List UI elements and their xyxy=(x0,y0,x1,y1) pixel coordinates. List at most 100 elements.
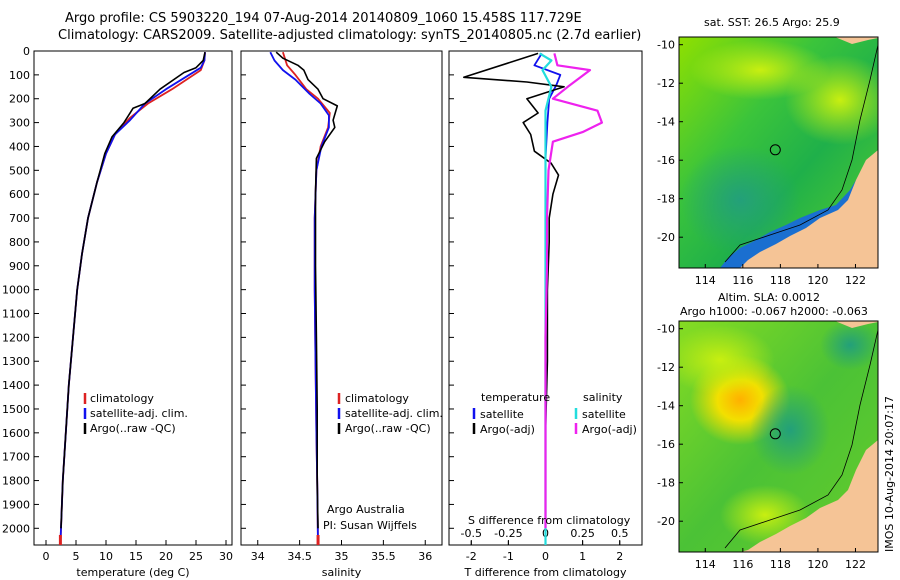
temperature-ytick-label: 500 xyxy=(9,164,30,177)
sst-land-north xyxy=(835,37,878,44)
sla-land xyxy=(740,440,878,552)
salinity-xlabel: salinity xyxy=(322,566,362,579)
sst-map-lon-label: 120 xyxy=(807,274,828,287)
sla-map-lat-label: -14 xyxy=(657,400,675,413)
temperature-ytick-label: 200 xyxy=(9,93,30,106)
differences-top-tick-label: -0.25 xyxy=(494,527,522,540)
sla-map-lat-label: -12 xyxy=(657,361,675,374)
annotation-argo-australia: Argo Australia xyxy=(327,503,405,516)
sst-map-lon-label: 122 xyxy=(845,274,866,287)
salinity-profile-panel: 34 34.5 35 35.5 36 salinity climatology satelli… xyxy=(240,50,443,579)
sla-high-anomaly-north xyxy=(679,325,775,395)
difference-legend-header-salinity: salinity xyxy=(583,391,623,404)
temperature-ytick-label: 1900 xyxy=(2,498,30,511)
temperature-profile-panel: 0 5 10 15 20 25 300100200300400500600700800900… xyxy=(2,45,233,579)
sst-depth-contour xyxy=(724,44,878,263)
sla-map-subtitle: Argo h1000: -0.067 h2000: -0.063 xyxy=(680,305,868,318)
salinity-climatology-line xyxy=(282,51,331,546)
temperature-ytick-label: 1000 xyxy=(2,284,30,297)
differences-top-tick-label: 0.5 xyxy=(611,527,629,540)
difference-legend-header-temperature: temperature xyxy=(481,391,550,404)
differences-xtick-label: -2 xyxy=(466,550,477,563)
temperature-legend-label: climatology xyxy=(90,392,154,405)
sst-map-lat-label: -16 xyxy=(657,154,675,167)
salinity-legend-label: satellite-adj. clim. xyxy=(345,407,443,420)
temperature-ytick-label: 1700 xyxy=(2,451,30,464)
differences-xtick-label: -1 xyxy=(503,550,514,563)
differences-top-tick-label: -0.5 xyxy=(461,527,482,540)
temperature-ytick-label: 0 xyxy=(23,45,30,58)
sla-map-lat-label: -10 xyxy=(657,323,675,336)
salinity-axes-frame xyxy=(240,50,443,546)
difference-top-axis-label: S difference from climatology xyxy=(468,514,631,527)
salinity-xtick-label: 34.5 xyxy=(287,550,312,563)
salinity-legend-label: Argo(..raw -QC) xyxy=(345,422,431,435)
temperature-ytick-label: 400 xyxy=(9,140,30,153)
sst-map-lat-label: -12 xyxy=(657,77,675,90)
differences-xtick-label: 1 xyxy=(579,550,586,563)
temperature-ytick-label: 900 xyxy=(9,260,30,273)
sla-map-lat-label: -20 xyxy=(657,515,675,528)
temperature-ytick-label: 2000 xyxy=(2,522,30,535)
sst-land xyxy=(740,150,878,268)
temperature-xtick-label: 5 xyxy=(73,550,80,563)
sst-map-lon-label: 118 xyxy=(770,274,791,287)
figure-title-line-1: Argo profile: CS 5903220_194 07-Aug-2014… xyxy=(65,11,582,26)
temperature-ytick-label: 100 xyxy=(9,69,30,82)
sla-map-lat-label: -16 xyxy=(657,438,675,451)
temperature-xtick-label: 0 xyxy=(43,550,50,563)
temperature-xtick-label: 15 xyxy=(129,550,143,563)
temperature-legend-label: Argo(..raw -QC) xyxy=(90,422,176,435)
sla-low-anomaly-north xyxy=(820,321,878,370)
differences-xtick-label: 0 xyxy=(542,550,549,563)
annotation-pi-name: PI: Susan Wijffels xyxy=(323,519,417,532)
temperature-ytick-label: 800 xyxy=(9,236,30,249)
salinity-xtick-label: 34 xyxy=(251,550,265,563)
sst-argo-marker xyxy=(769,144,781,156)
sst-map-lat-label: -20 xyxy=(657,231,675,244)
sla-argo-marker xyxy=(769,428,781,440)
temperature-xtick-label: 30 xyxy=(219,550,233,563)
sla-map-lon-label: 122 xyxy=(845,558,866,571)
sla-map-title: Altim. SLA: 0.0012 xyxy=(718,291,820,304)
difference-legend-label: satellite xyxy=(480,408,524,421)
sst-warm-patch-east xyxy=(785,55,878,145)
temperature-ytick-label: 1400 xyxy=(2,379,30,392)
sla-map-lat-label: -18 xyxy=(657,477,675,490)
sla-land-north xyxy=(835,321,878,328)
figure-title-line-2: Climatology: CARS2009. Satellite-adjuste… xyxy=(58,28,642,43)
temperature-argo-line xyxy=(60,52,206,529)
temperature-ytick-label: 1500 xyxy=(2,403,30,416)
temperature-ytick-label: 700 xyxy=(9,212,30,225)
difference-salinity-argo-line xyxy=(544,53,604,529)
sst-map-title: sat. SST: 26.5 Argo: 25.9 xyxy=(704,16,840,29)
temperature-satellite-line xyxy=(59,52,206,546)
sla-map-lon-label: 114 xyxy=(695,558,716,571)
temperature-xtick-label: 25 xyxy=(189,550,203,563)
temperature-axes-frame xyxy=(33,50,233,546)
temperature-xlabel: temperature (deg C) xyxy=(76,566,189,579)
sst-map-lon-label: 114 xyxy=(695,274,716,287)
sla-depth-contour xyxy=(724,329,878,549)
temperature-legend-label: satellite-adj. clim. xyxy=(90,407,188,420)
difference-legend-label: satellite xyxy=(582,408,626,421)
temperature-xtick-label: 20 xyxy=(159,550,173,563)
salinity-xtick-label: 35 xyxy=(335,550,349,563)
temperature-ytick-label: 1800 xyxy=(2,475,30,488)
sla-low-anomaly xyxy=(750,385,830,475)
sst-map-lat-label: -18 xyxy=(657,193,675,206)
difference-temperature-argo-line xyxy=(462,52,565,529)
salinity-argo-line xyxy=(275,51,339,529)
sst-cool-patch xyxy=(680,145,800,255)
sla-map-panel: 114 116 118 120 122 -10 -12 -14 -16 -18 -20 Altim.… xyxy=(657,291,896,571)
differences-top-tick-label: 0.25 xyxy=(570,527,595,540)
temperature-ytick-label: 1100 xyxy=(2,308,30,321)
salinity-satellite-line xyxy=(269,51,330,546)
salinity-legend-label: climatology xyxy=(345,392,409,405)
sla-map-lon-label: 116 xyxy=(732,558,753,571)
temperature-xtick-label: 10 xyxy=(99,550,113,563)
difference-legend-label: Argo(-adj) xyxy=(582,423,637,436)
salinity-xtick-label: 36 xyxy=(418,550,432,563)
temperature-climatology-line xyxy=(59,52,206,546)
